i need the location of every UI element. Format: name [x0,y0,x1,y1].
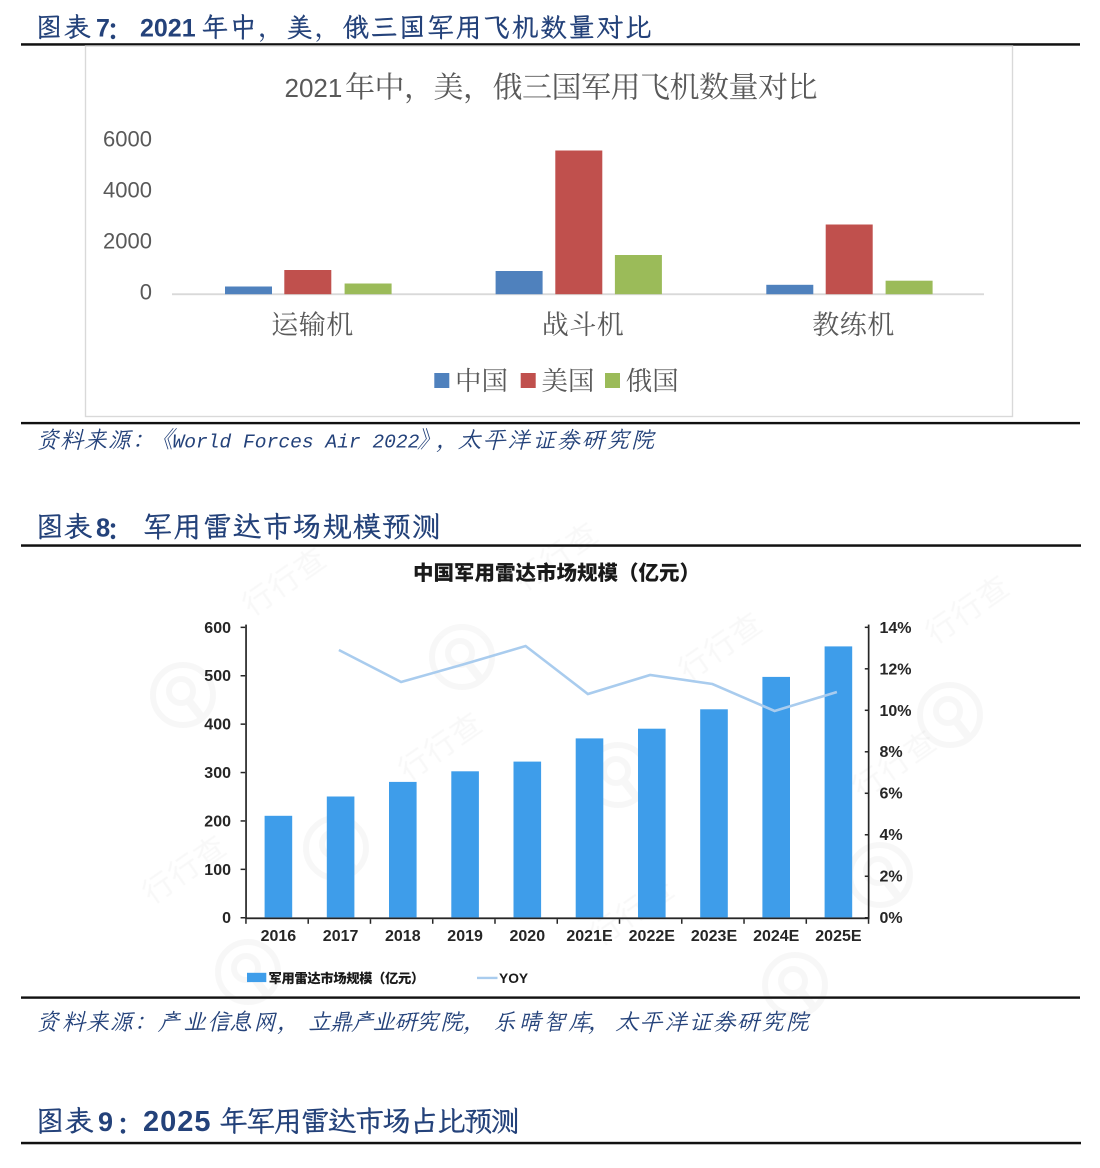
svg-text:6000: 6000 [103,127,152,152]
svg-text:2021: 2021 [140,15,196,43]
svg-text:2025E: 2025E [815,928,862,945]
svg-text:0%: 0% [880,910,903,927]
svg-text:12%: 12% [880,661,912,678]
svg-text:2021E: 2021E [566,928,613,945]
svg-text:2016: 2016 [261,928,297,945]
svg-text:9: 9 [98,1107,113,1137]
svg-text:2020: 2020 [510,928,546,945]
svg-text:500: 500 [204,668,231,685]
svg-text:2023E: 2023E [691,928,738,945]
svg-text:2021: 2021 [285,73,343,103]
svg-text:7: 7 [96,15,110,43]
svg-text:10%: 10% [880,703,912,720]
svg-text:600: 600 [204,620,231,637]
svg-text:2%: 2% [880,869,903,886]
svg-text:14%: 14% [880,620,912,637]
svg-text:YOY: YOY [499,971,528,986]
svg-text:2025: 2025 [143,1106,212,1138]
svg-text:4000: 4000 [103,178,152,203]
svg-text:200: 200 [204,813,231,830]
svg-text:0: 0 [140,280,152,305]
svg-text:World Forces Air 2022: World Forces Air 2022 [173,432,420,454]
svg-text:8%: 8% [880,744,903,761]
svg-text:6%: 6% [880,786,903,803]
svg-text:100: 100 [204,862,231,879]
svg-text:2000: 2000 [103,229,152,254]
svg-text:2018: 2018 [385,928,421,945]
svg-text:2019: 2019 [447,928,483,945]
svg-text:4%: 4% [880,827,903,844]
svg-text:300: 300 [204,765,231,782]
svg-text:2022E: 2022E [629,928,676,945]
svg-text:0: 0 [222,910,231,927]
svg-text:2024E: 2024E [753,928,800,945]
svg-text:400: 400 [204,717,231,734]
svg-text:2017: 2017 [323,928,359,945]
svg-text:8: 8 [96,515,110,543]
